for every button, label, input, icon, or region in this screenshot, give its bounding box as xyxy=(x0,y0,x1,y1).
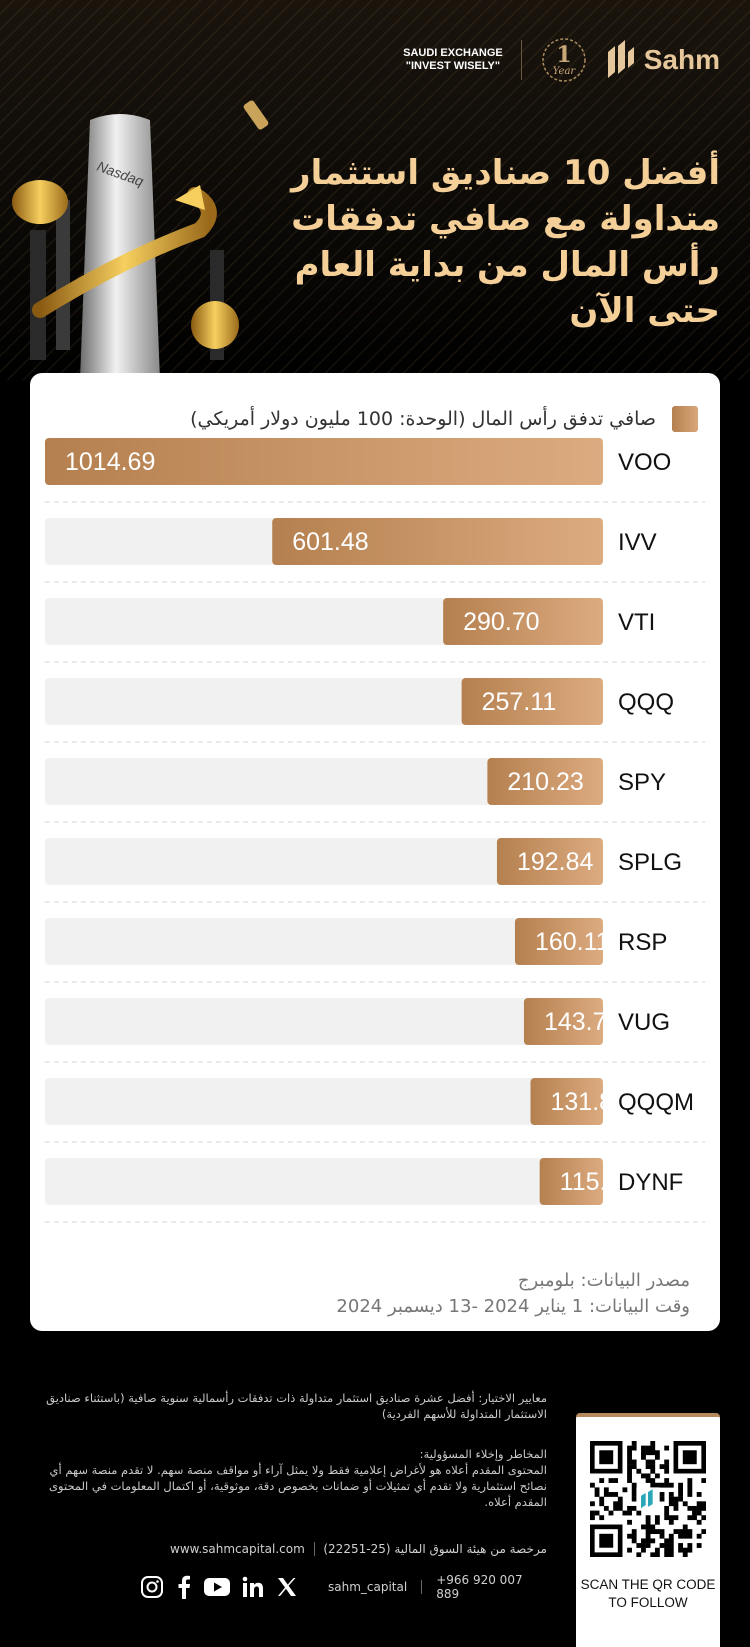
bar-rsp xyxy=(514,918,603,965)
nasdaq-tower-illustration: Nasdaq xyxy=(12,100,269,380)
sahm-logo: Sahm xyxy=(604,38,720,82)
bar-dynf xyxy=(539,1158,603,1205)
page-title: أفضل 10 صناديق استثمار متداولة مع صافي ت… xyxy=(291,153,720,331)
category-label-vti: VTI xyxy=(618,609,655,636)
category-label-qqq: QQQ xyxy=(618,689,674,716)
phone-number[interactable]: +966 920 007 889 xyxy=(436,1573,523,1601)
category-label-splg: SPLG xyxy=(618,849,682,876)
x-icon[interactable] xyxy=(276,1576,298,1598)
risk-disclaimer: المخاطر وإخلاء المسؤولية: المحتوى المقدم… xyxy=(40,1446,547,1510)
value-label-spy: 210.23 xyxy=(507,768,583,796)
category-label-spy: SPY xyxy=(618,769,666,796)
value-label-voo: 1014.69 xyxy=(65,448,155,476)
data-source: مصدر البيانات: بلومبرج وقت البيانات: 1 ي… xyxy=(336,1268,690,1320)
contact-divider xyxy=(421,1580,423,1594)
category-label-vug: VUG xyxy=(618,1009,670,1036)
source-line2: وقت البيانات: 1 يناير 2024 -13 ديسمبر 20… xyxy=(336,1296,690,1317)
bar-track xyxy=(45,758,603,805)
exchange-line1: SAUDI EXCHANGE xyxy=(403,47,503,59)
bar-track xyxy=(45,1078,603,1125)
sahm-logo-icon xyxy=(607,40,634,78)
bar-spy xyxy=(487,758,603,805)
bar-track xyxy=(45,998,603,1045)
bar-track xyxy=(45,918,603,965)
value-label-vug: 143.77 xyxy=(544,1008,620,1036)
social-handle[interactable]: sahm_capital xyxy=(328,1580,408,1594)
category-label-ivv: IVV xyxy=(618,529,657,556)
website-link[interactable]: www.sahmcapital.com xyxy=(170,1542,305,1556)
value-label-rsp: 160.11 xyxy=(535,928,610,956)
value-label-vti: 290.70 xyxy=(463,608,539,636)
qr-card: SCAN THE QR CODE TO FOLLOW xyxy=(576,1413,720,1647)
value-label-dynf: 115.17 xyxy=(560,1168,635,1196)
brand-divider xyxy=(520,40,522,80)
bar-chart: 1014.69 VOO 601.48 IVV 290.70 VTI 257.11 QQQ 210… xyxy=(45,438,705,1223)
year-badge-text: Year xyxy=(553,66,577,77)
category-label-dynf: DYNF xyxy=(618,1169,683,1196)
category-label-voo: VOO xyxy=(618,449,671,476)
youtube-icon[interactable] xyxy=(204,1577,230,1597)
sahm-brand-name: Sahm xyxy=(643,44,720,75)
social-links xyxy=(140,1575,310,1599)
bar-ivv xyxy=(272,518,603,565)
exchange-line2: "INVEST WISELY" xyxy=(405,60,501,72)
brand-bar: SAUDI EXCHANGE "INVEST WISELY" 1 Year Sa… xyxy=(403,36,720,84)
risk-body: المحتوى المقدم أعلاه هو لأغراض إعلامية ف… xyxy=(49,1463,547,1509)
bar-track xyxy=(45,1158,603,1205)
category-label-rsp: RSP xyxy=(618,929,667,956)
hero-banner: Nasdaq SAUDI EXCHANGE "INVEST WISELY" 1 … xyxy=(0,0,750,380)
facebook-icon[interactable] xyxy=(176,1575,192,1599)
bar-vti xyxy=(443,598,603,645)
legend-swatch xyxy=(672,406,698,432)
contact-row-2: sahm_capital +966 920 007 889 xyxy=(140,1573,547,1601)
linkedin-icon[interactable] xyxy=(242,1576,264,1598)
category-label-qqqm: QQQM xyxy=(618,1089,694,1116)
qr-card-accent xyxy=(576,1413,720,1417)
qr-code-icon[interactable] xyxy=(590,1441,706,1557)
qr-caption: SCAN THE QR CODE TO FOLLOW xyxy=(580,1577,716,1610)
value-label-qqq: 257.11 xyxy=(482,688,557,716)
value-label-qqqm: 131.85 xyxy=(550,1088,626,1116)
contact-divider xyxy=(313,1542,315,1556)
saudi-exchange-label: SAUDI EXCHANGE "INVEST WISELY" xyxy=(403,47,503,73)
bar-vug xyxy=(523,998,603,1045)
chart-card: صافي تدفق رأس المال (الوحدة: 100 مليون د… xyxy=(30,373,720,1331)
contact-row-1: www.sahmcapital.com مرخصة من هيئة السوق … xyxy=(170,1542,547,1556)
value-label-ivv: 601.48 xyxy=(292,528,368,556)
instagram-icon[interactable] xyxy=(140,1575,164,1599)
bar-track xyxy=(45,838,603,885)
legend-label: صافي تدفق رأس المال (الوحدة: 100 مليون د… xyxy=(190,408,656,430)
bar-qqqm xyxy=(530,1078,603,1125)
source-line1: مصدر البيانات: بلومبرج xyxy=(517,1270,690,1291)
value-label-splg: 192.84 xyxy=(517,848,594,876)
bar-qqq xyxy=(461,678,603,725)
year-badge-icon: 1 Year xyxy=(542,38,586,82)
svg-text:1: 1 xyxy=(556,42,571,68)
risk-title: المخاطر وإخلاء المسؤولية: xyxy=(419,1447,547,1461)
chart-legend: صافي تدفق رأس المال (الوحدة: 100 مليون د… xyxy=(190,406,698,432)
license-text: مرخصة من هيئة السوق المالية (25-22251) xyxy=(323,1542,547,1556)
bar-splg xyxy=(496,838,603,885)
bar-voo xyxy=(45,438,603,485)
selection-criteria: معايير الاختيار: أفضل عشرة صناديق استثما… xyxy=(46,1391,547,1421)
